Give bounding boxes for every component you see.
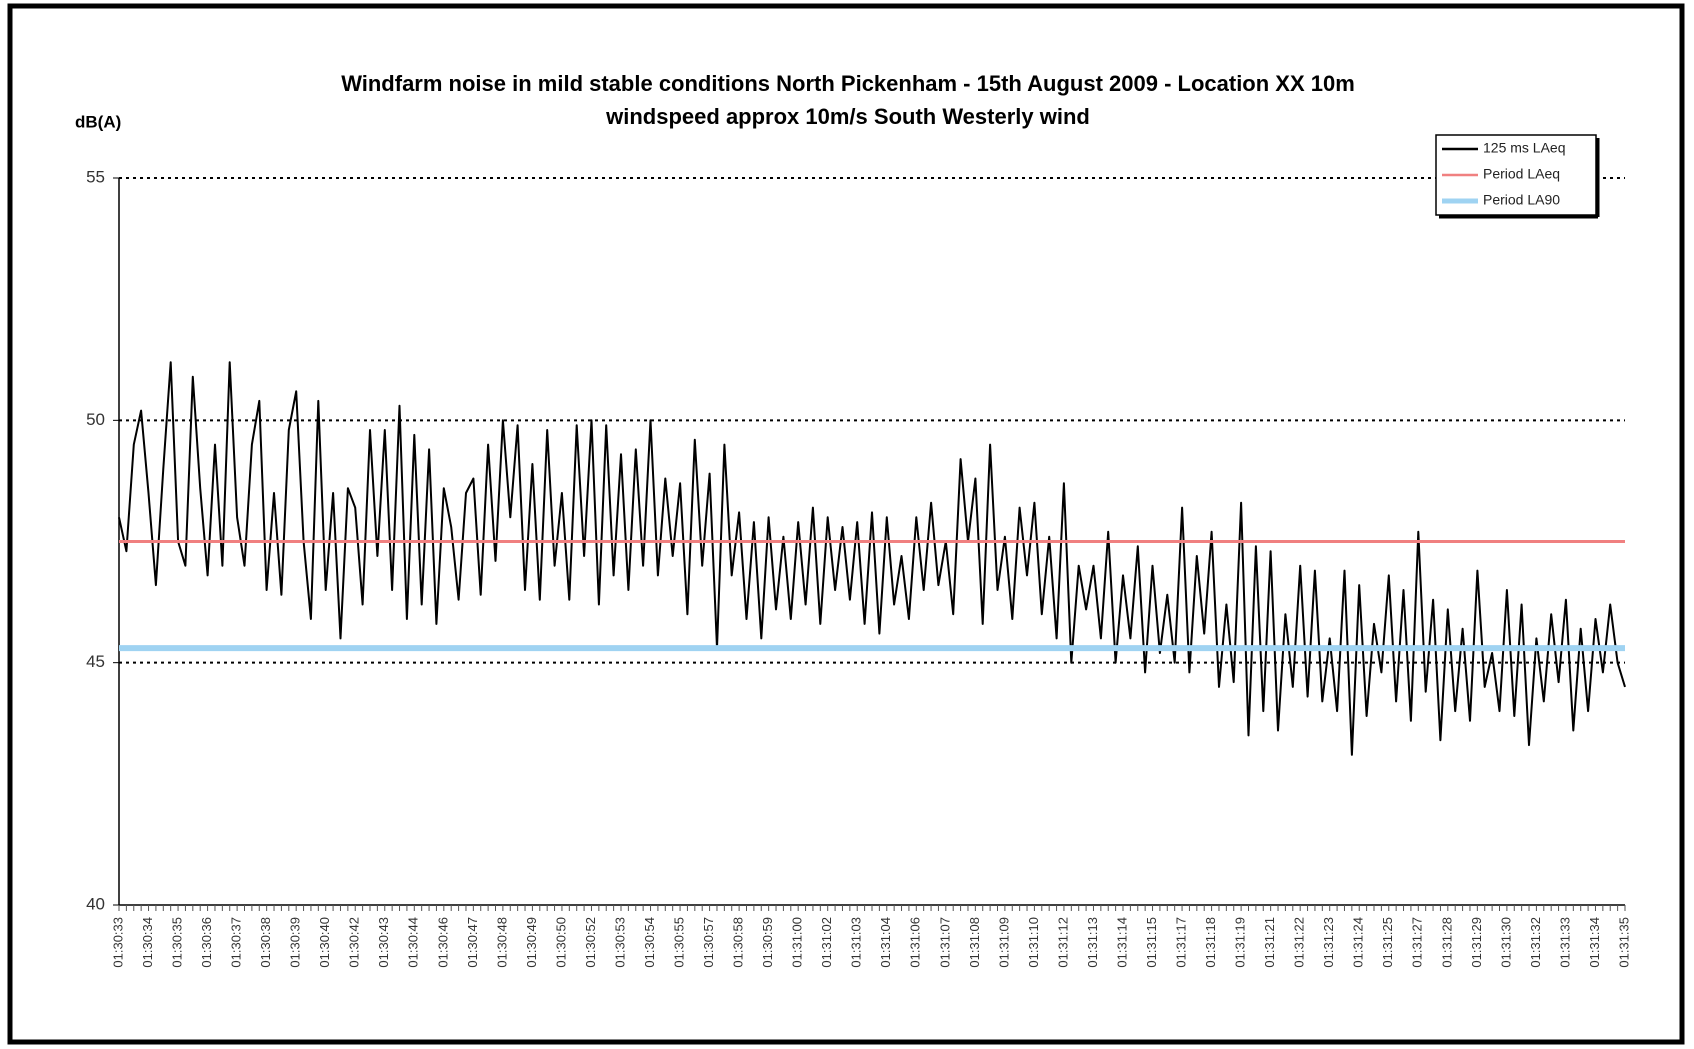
x-tick-label: 01:31:30 bbox=[1498, 917, 1513, 968]
x-tick-label: 01:31:10 bbox=[1026, 917, 1041, 968]
x-tick-label: 01:30:44 bbox=[406, 917, 421, 968]
x-tick-label: 01:31:29 bbox=[1469, 917, 1484, 968]
chart-title: Windfarm noise in mild stable conditions… bbox=[341, 71, 1355, 96]
x-tick-label: 01:31:02 bbox=[819, 917, 834, 968]
x-tick-label: 01:30:53 bbox=[612, 917, 627, 968]
x-tick-label: 01:31:21 bbox=[1262, 917, 1277, 968]
x-tick-label: 01:31:15 bbox=[1144, 917, 1159, 968]
x-tick-label: 01:30:42 bbox=[347, 917, 362, 968]
x-tick-label: 01:30:58 bbox=[731, 917, 746, 968]
x-tick-label: 01:31:12 bbox=[1055, 917, 1070, 968]
x-tick-label: 01:30:55 bbox=[671, 917, 686, 968]
x-tick-label: 01:31:19 bbox=[1233, 917, 1248, 968]
x-tick-label: 01:31:00 bbox=[790, 917, 805, 968]
x-tick-label: 01:30:35 bbox=[169, 917, 184, 968]
x-tick-label: 01:31:18 bbox=[1203, 917, 1218, 968]
x-tick-label: 01:31:09 bbox=[996, 917, 1011, 968]
x-tick-label: 01:30:38 bbox=[258, 917, 273, 968]
series-line bbox=[118, 361, 1626, 756]
x-tick-label: 01:30:57 bbox=[701, 917, 716, 968]
x-tick-label: 01:30:40 bbox=[317, 917, 332, 968]
x-tick-label: 01:30:46 bbox=[435, 917, 450, 968]
x-tick-label: 01:30:34 bbox=[140, 917, 155, 968]
x-tick-label: 01:31:17 bbox=[1173, 917, 1188, 968]
x-tick-label: 01:31:14 bbox=[1114, 917, 1129, 968]
x-tick-label: 01:30:36 bbox=[199, 917, 214, 968]
y-tick-label: 40 bbox=[86, 894, 105, 913]
x-tick-label: 01:30:54 bbox=[642, 917, 657, 968]
chart-title: windspeed approx 10m/s South Westerly wi… bbox=[605, 104, 1090, 129]
x-tick-label: 01:31:27 bbox=[1410, 917, 1425, 968]
x-tick-label: 01:30:47 bbox=[465, 917, 480, 968]
x-tick-label: 01:30:48 bbox=[494, 917, 509, 968]
legend-label: Period LAeq bbox=[1483, 166, 1560, 182]
x-tick-label: 01:30:59 bbox=[760, 917, 775, 968]
x-tick-label: 01:31:32 bbox=[1528, 917, 1543, 968]
x-tick-label: 01:31:06 bbox=[908, 917, 923, 968]
x-tick-label: 01:31:23 bbox=[1321, 917, 1336, 968]
x-tick-label: 01:31:03 bbox=[849, 917, 864, 968]
y-tick-label: 45 bbox=[86, 652, 105, 671]
x-tick-label: 01:31:22 bbox=[1292, 917, 1307, 968]
x-tick-label: 01:31:04 bbox=[878, 917, 893, 968]
y-axis-label: dB(A) bbox=[75, 112, 121, 131]
x-tick-label: 01:31:07 bbox=[937, 917, 952, 968]
frame bbox=[7, 3, 1685, 1045]
x-tick-label: 01:30:39 bbox=[288, 917, 303, 968]
x-tick-label: 01:30:37 bbox=[229, 917, 244, 968]
x-tick-label: 01:30:43 bbox=[376, 917, 391, 968]
x-tick-label: 01:31:08 bbox=[967, 917, 982, 968]
x-tick-label: 01:31:28 bbox=[1439, 917, 1454, 968]
x-tick-label: 01:31:13 bbox=[1085, 917, 1100, 968]
y-tick-label: 55 bbox=[86, 167, 105, 186]
legend-label: 125 ms LAeq bbox=[1483, 140, 1566, 156]
x-tick-label: 01:31:24 bbox=[1351, 917, 1366, 968]
x-tick-label: 01:30:49 bbox=[524, 917, 539, 968]
legend-label: Period LA90 bbox=[1483, 192, 1560, 208]
y-tick-label: 50 bbox=[86, 410, 105, 429]
x-tick-label: 01:31:25 bbox=[1380, 917, 1395, 968]
x-tick-label: 01:30:52 bbox=[583, 917, 598, 968]
x-tick-label: 01:31:35 bbox=[1616, 917, 1631, 968]
x-tick-label: 01:31:34 bbox=[1587, 917, 1602, 968]
x-tick-label: 01:30:33 bbox=[110, 917, 125, 968]
x-tick-label: 01:30:50 bbox=[553, 917, 568, 968]
x-tick-label: 01:31:33 bbox=[1557, 917, 1572, 968]
